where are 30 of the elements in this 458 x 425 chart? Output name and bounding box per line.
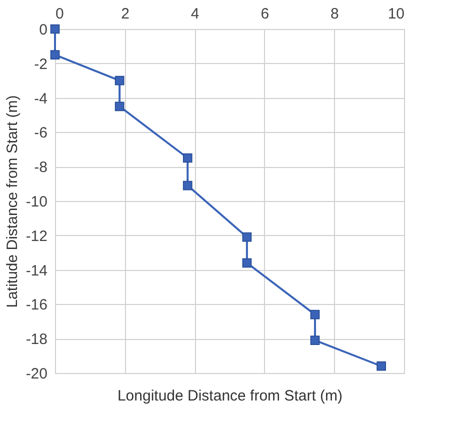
x-axis-title: Longitude Distance from Start (m) bbox=[117, 388, 343, 404]
y-tick-label: -14 bbox=[26, 262, 48, 280]
x-tick-label: 8 bbox=[330, 6, 339, 22]
point bbox=[114, 76, 124, 86]
point bbox=[50, 24, 60, 34]
y-tick-label: -8 bbox=[34, 159, 48, 176]
x-tick-label: 2 bbox=[121, 6, 130, 22]
point bbox=[50, 50, 60, 60]
point bbox=[376, 361, 386, 371]
y-tick-label: 0 bbox=[39, 22, 48, 38]
point bbox=[114, 102, 124, 112]
y-tick-label: -12 bbox=[26, 228, 48, 245]
x-tick-label: 6 bbox=[260, 6, 270, 22]
point bbox=[182, 153, 192, 163]
x-tick-label: 10 bbox=[388, 6, 404, 22]
y-tick-label: -6 bbox=[34, 124, 48, 142]
y-tick-label: -16 bbox=[26, 296, 48, 314]
point bbox=[182, 180, 192, 190]
point bbox=[242, 258, 252, 268]
y-tick-label: -20 bbox=[26, 366, 48, 382]
x-tick-label: 0 bbox=[56, 6, 64, 22]
y-axis-title: Latitude Distance from Start (m) bbox=[4, 95, 21, 308]
x-tick-label: 4 bbox=[190, 6, 200, 22]
y-tick-label: -18 bbox=[26, 331, 48, 348]
y-tick-label: -10 bbox=[26, 194, 48, 210]
point bbox=[242, 232, 252, 242]
y-tick-label: -4 bbox=[34, 90, 48, 108]
point bbox=[310, 336, 320, 346]
point bbox=[310, 310, 320, 320]
y-tick-label: -2 bbox=[34, 56, 48, 73]
